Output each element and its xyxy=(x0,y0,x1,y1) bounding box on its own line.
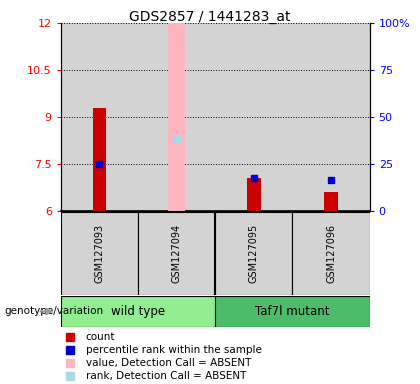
Bar xyxy=(61,23,138,211)
Text: percentile rank within the sample: percentile rank within the sample xyxy=(86,345,262,355)
Bar xyxy=(215,212,292,295)
Text: wild type: wild type xyxy=(111,305,165,318)
Text: GDS2857 / 1441283_at: GDS2857 / 1441283_at xyxy=(129,10,291,23)
Bar xyxy=(138,23,215,211)
Text: rank, Detection Call = ABSENT: rank, Detection Call = ABSENT xyxy=(86,371,246,381)
Bar xyxy=(92,108,106,211)
Bar xyxy=(247,178,261,211)
Text: GSM127096: GSM127096 xyxy=(326,224,336,283)
Text: Taf7l mutant: Taf7l mutant xyxy=(255,305,330,318)
Bar xyxy=(292,212,370,295)
Text: value, Detection Call = ABSENT: value, Detection Call = ABSENT xyxy=(86,358,251,367)
Bar xyxy=(215,23,292,211)
Text: GSM127094: GSM127094 xyxy=(172,224,182,283)
Bar xyxy=(138,212,215,295)
Bar xyxy=(61,296,215,327)
Bar xyxy=(215,296,370,327)
Bar xyxy=(292,23,370,211)
Text: GSM127095: GSM127095 xyxy=(249,224,259,283)
Text: GSM127093: GSM127093 xyxy=(94,224,105,283)
Bar xyxy=(61,212,138,295)
Text: count: count xyxy=(86,332,115,342)
Text: genotype/variation: genotype/variation xyxy=(4,306,103,316)
Bar xyxy=(168,23,185,211)
Bar xyxy=(324,192,338,211)
